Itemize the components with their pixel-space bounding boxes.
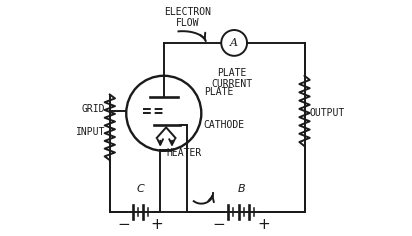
Text: PLATE: PLATE xyxy=(204,87,233,97)
Text: ELECTRON: ELECTRON xyxy=(164,7,211,17)
Text: PLATE: PLATE xyxy=(217,67,246,78)
Text: +: + xyxy=(257,217,270,232)
Text: GRID: GRID xyxy=(82,104,105,114)
Text: +: + xyxy=(150,217,163,232)
Text: FLOW: FLOW xyxy=(176,18,199,28)
Text: CATHODE: CATHODE xyxy=(204,120,245,130)
Text: B: B xyxy=(237,184,245,194)
Text: A: A xyxy=(230,38,238,48)
Text: INPUT: INPUT xyxy=(76,127,105,137)
Circle shape xyxy=(221,30,247,56)
Text: C: C xyxy=(136,184,144,194)
Text: CURRENT: CURRENT xyxy=(211,79,253,89)
Text: OUTPUT: OUTPUT xyxy=(309,108,344,118)
Text: −: − xyxy=(117,217,130,232)
Text: HEATER: HEATER xyxy=(166,148,201,159)
Text: −: − xyxy=(213,217,225,232)
